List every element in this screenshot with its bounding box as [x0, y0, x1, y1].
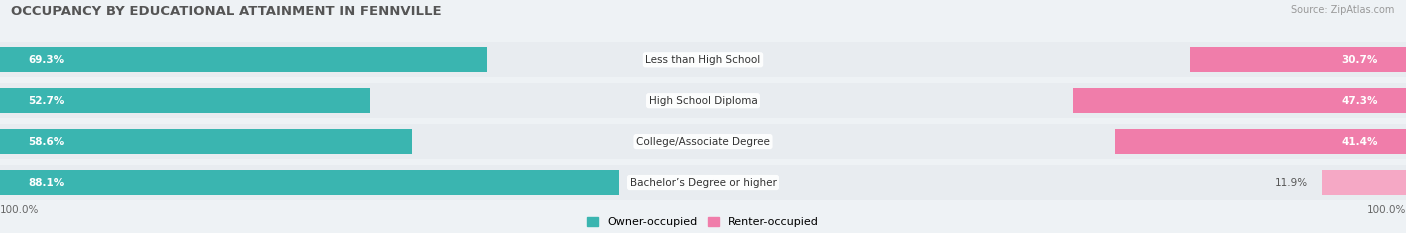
Bar	[1323, 170, 1406, 195]
Text: 58.6%: 58.6%	[28, 137, 65, 147]
Bar	[1074, 88, 1406, 113]
Text: 52.7%: 52.7%	[28, 96, 65, 106]
Bar	[0, 170, 619, 195]
Text: 100.0%: 100.0%	[1367, 205, 1406, 215]
Text: 69.3%: 69.3%	[28, 55, 65, 65]
Text: 41.4%: 41.4%	[1341, 137, 1378, 147]
Text: High School Diploma: High School Diploma	[648, 96, 758, 106]
Text: Source: ZipAtlas.com: Source: ZipAtlas.com	[1291, 5, 1395, 15]
Text: 47.3%: 47.3%	[1341, 96, 1378, 106]
Text: College/Associate Degree: College/Associate Degree	[636, 137, 770, 147]
Bar	[0, 83, 1406, 118]
Text: 100.0%: 100.0%	[0, 205, 39, 215]
Bar	[0, 47, 486, 72]
Text: Less than High School: Less than High School	[645, 55, 761, 65]
Text: 11.9%: 11.9%	[1275, 178, 1308, 188]
Bar	[0, 88, 371, 113]
Bar	[0, 165, 1406, 200]
Bar	[0, 129, 412, 154]
Text: Bachelor’s Degree or higher: Bachelor’s Degree or higher	[630, 178, 776, 188]
Text: 88.1%: 88.1%	[28, 178, 65, 188]
Bar	[0, 42, 1406, 77]
Bar	[1115, 129, 1406, 154]
Legend: Owner-occupied, Renter-occupied: Owner-occupied, Renter-occupied	[586, 217, 820, 227]
Bar	[0, 124, 1406, 159]
Text: 30.7%: 30.7%	[1341, 55, 1378, 65]
Text: OCCUPANCY BY EDUCATIONAL ATTAINMENT IN FENNVILLE: OCCUPANCY BY EDUCATIONAL ATTAINMENT IN F…	[11, 5, 441, 18]
Bar	[1191, 47, 1406, 72]
